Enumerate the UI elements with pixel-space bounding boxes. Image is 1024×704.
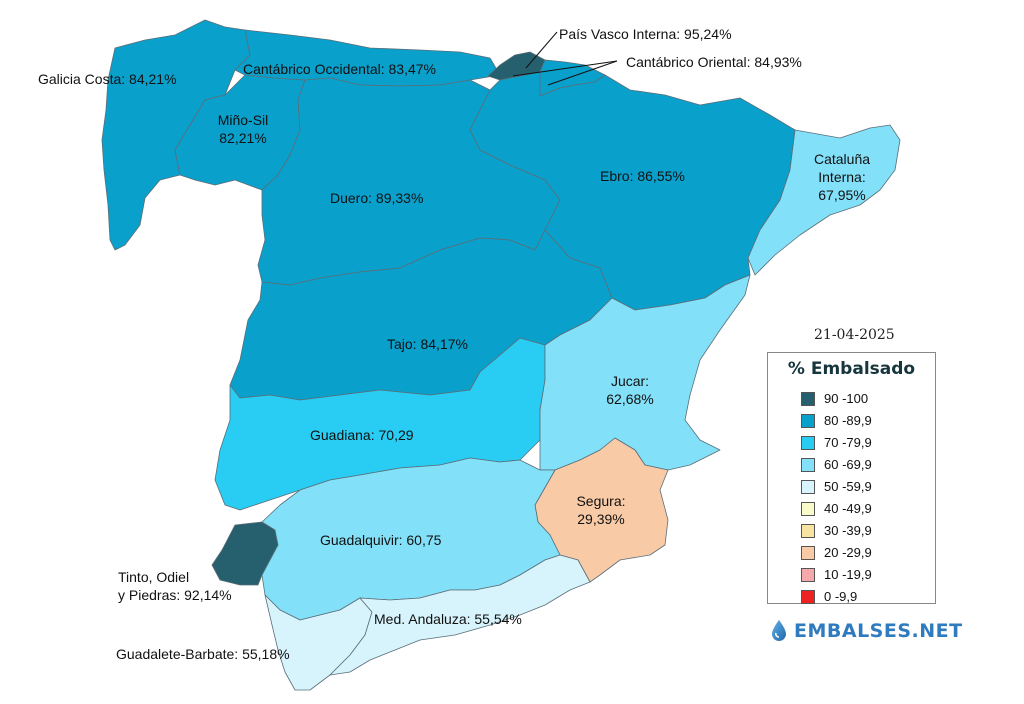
label-cataluna-line1: Cataluña: [813, 151, 871, 167]
basin-cataluna-interna[interactable]: [747, 124, 901, 276]
label-segura-name: Segura:: [576, 493, 626, 509]
legend-swatch: [801, 523, 815, 538]
label-jucar: Jucar: 62,68%: [590, 372, 670, 408]
legend-label: 50 -59,9: [824, 479, 872, 494]
legend-item: 50 -59,9: [801, 478, 872, 495]
label-jucar-value: 62,68%: [606, 391, 654, 407]
label-cantabrico-oriental: Cantábrico Oriental: 84,93%: [626, 54, 802, 70]
legend-swatch: [801, 589, 815, 604]
legend-label: 10 -19,9: [824, 567, 872, 582]
leader-line-cantabrico-oriental-b: [547, 60, 618, 86]
legend-swatch: [801, 391, 815, 406]
legend-label: 30 -39,9: [824, 523, 872, 538]
legend-swatch: [801, 435, 815, 450]
legend-swatch: [801, 457, 815, 472]
label-segura: Segura: 29,39%: [566, 492, 636, 528]
legend-item: 0 -9,9: [801, 588, 857, 605]
label-tinto-line1: Tinto, Odiel: [118, 569, 190, 585]
label-cataluna-line2: Interna:: [818, 169, 866, 185]
legend-label: 40 -49,9: [824, 501, 872, 516]
label-cantabrico-occidental: Cantábrico Occidental: 83,47%: [243, 61, 436, 77]
basin-tinto-odiel-piedras[interactable]: [211, 521, 279, 586]
label-cataluna-interna: Cataluña Interna: 67,95%: [797, 150, 887, 204]
leader-line-cantabrico-oriental-a: [512, 60, 618, 77]
label-mino-sil-name: Miño-Sil: [217, 112, 269, 128]
legend-item: 10 -19,9: [801, 566, 872, 583]
label-jucar-name: Jucar:: [610, 373, 650, 389]
label-mino-sil-value: 82,21%: [219, 130, 267, 146]
legend-item: 80 -89,9: [801, 412, 872, 429]
label-cataluna-value: 67,95%: [818, 187, 866, 203]
legend-label: 80 -89,9: [824, 413, 872, 428]
legend-label: 20 -29,9: [824, 545, 872, 560]
legend-label: 90 -100: [824, 391, 869, 406]
map-date: 21-04-2025: [814, 327, 895, 343]
label-tajo: Tajo: 84,17%: [387, 336, 468, 352]
label-pais-vasco: País Vasco Interna: 95,24%: [559, 26, 732, 42]
legend-item: 40 -49,9: [801, 500, 872, 517]
legend: % Embalsado 90 -100 80 -89,9 70 -79,9 60 -6…: [767, 352, 936, 604]
brand-name: EMBALSES.NET: [794, 620, 963, 642]
legend-label: 60 -69,9: [824, 457, 872, 472]
legend-item: 90 -100: [801, 390, 868, 407]
legend-item: 20 -29,9: [801, 544, 872, 561]
label-guadalquivir: Guadalquivir: 60,75: [320, 532, 442, 548]
legend-label: 0 -9,9: [824, 589, 858, 604]
legend-label: 70 -79,9: [824, 435, 872, 450]
legend-item: 70 -79,9: [801, 434, 872, 451]
label-tinto-line2: y Piedras: 92,14%: [118, 587, 232, 603]
leader-line-pais-vasco: [525, 31, 558, 69]
label-duero: Duero: 89,33%: [330, 190, 424, 206]
brand-logo[interactable]: EMBALSES.NET: [770, 619, 963, 643]
label-ebro: Ebro: 86,55%: [600, 168, 685, 184]
legend-swatch: [801, 413, 815, 428]
legend-swatch: [801, 567, 815, 582]
water-drop-icon: [772, 620, 786, 641]
label-mino-sil: Miño-Sil 82,21%: [208, 111, 278, 147]
label-galicia-costa: Galicia Costa: 84,21%: [38, 71, 177, 87]
basin-med-andaluza[interactable]: [329, 554, 591, 676]
basin-guadiana[interactable]: [214, 337, 546, 511]
label-guadalete-barbate: Guadalete-Barbate: 55,18%: [116, 646, 290, 662]
label-segura-value: 29,39%: [577, 511, 625, 527]
legend-item: 60 -69,9: [801, 456, 872, 473]
legend-item: 30 -39,9: [801, 522, 872, 539]
legend-swatch: [801, 479, 815, 494]
legend-title: % Embalsado: [787, 359, 916, 379]
label-guadiana: Guadiana: 70,29: [310, 427, 414, 443]
legend-swatch: [801, 501, 815, 516]
label-tinto-odiel-piedras: Tinto, Odiel y Piedras: 92,14%: [118, 568, 232, 604]
label-med-andaluza: Med. Andaluza: 55,54%: [374, 611, 522, 627]
legend-swatch: [801, 545, 815, 560]
